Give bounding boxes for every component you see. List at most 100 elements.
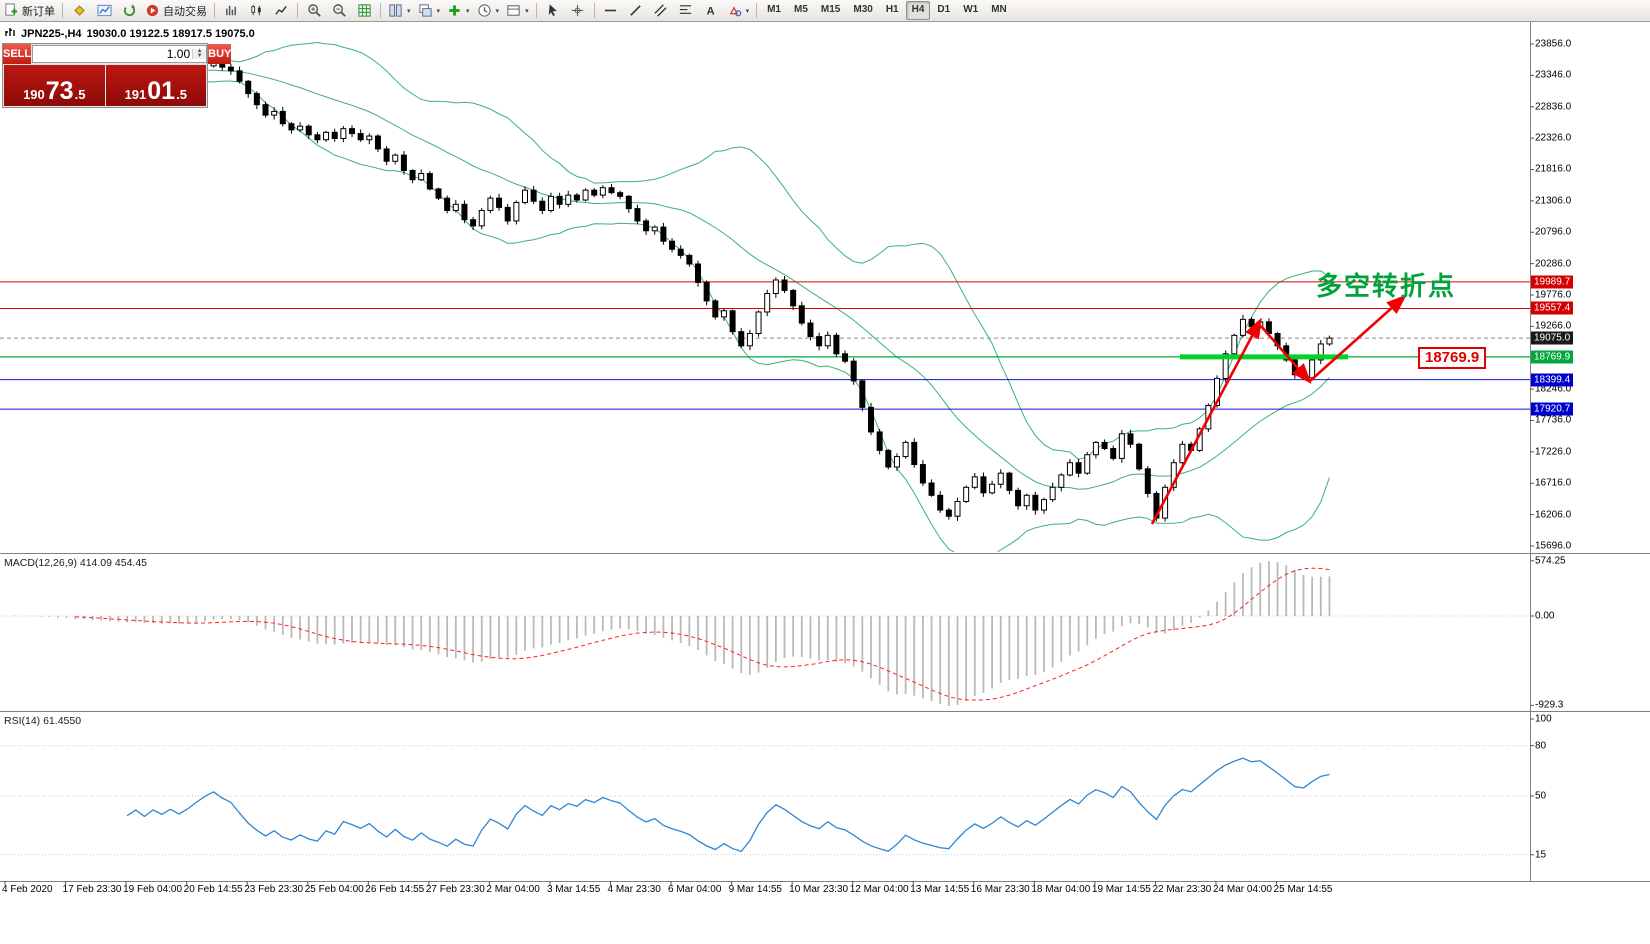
toolbar-separator bbox=[535, 3, 537, 18]
macd-axis-label: -929.3 bbox=[1535, 699, 1564, 711]
chevron-down-icon[interactable]: ▾ bbox=[407, 7, 411, 15]
timeframe-h4-button[interactable]: H4 bbox=[905, 1, 931, 20]
price-axis-badge: 17920.7 bbox=[1531, 402, 1574, 416]
macd-axis-label: 574.25 bbox=[1535, 555, 1566, 567]
auto-trading-icon bbox=[145, 3, 160, 18]
buy-price-big: 01 bbox=[147, 77, 176, 105]
trendline-button[interactable] bbox=[624, 1, 648, 21]
price-axis-label: 15696.0 bbox=[1535, 540, 1572, 552]
chart-ohlc-values: 19030.0 19122.5 18917.5 19075.0 bbox=[86, 27, 255, 40]
trendline-icon bbox=[628, 3, 643, 18]
new-order-icon bbox=[4, 3, 19, 18]
timeframe-h1-button[interactable]: H1 bbox=[885, 4, 899, 15]
price-axis-badge: 19989.7 bbox=[1531, 275, 1574, 289]
crosshair-button[interactable] bbox=[566, 1, 590, 21]
price-axis-label: 19266.0 bbox=[1535, 320, 1572, 332]
price-axis-label: 21816.0 bbox=[1535, 163, 1572, 175]
timeframe-mn-button[interactable]: MN bbox=[991, 4, 1007, 15]
time-axis-label: 25 Mar 14:55 bbox=[1273, 884, 1333, 895]
zoom-out-button[interactable] bbox=[327, 1, 351, 21]
toolbar: 新订单 自动交易 ▾ ▾ ▾ ▾ ▾ A ▾ M1 M5 M15 M30 H1 H4 D1 W1 MN bbox=[0, 0, 1650, 22]
indicators-button[interactable]: ▾ bbox=[444, 1, 473, 21]
fibonacci-button[interactable] bbox=[674, 1, 698, 21]
time-axis-label: 12 Mar 04:00 bbox=[849, 884, 909, 895]
chevron-down-icon[interactable]: ▾ bbox=[466, 7, 470, 15]
channel-button[interactable] bbox=[649, 1, 673, 21]
chevron-down-icon[interactable]: ▾ bbox=[495, 7, 500, 15]
price-axis-badge: 19075.0 bbox=[1531, 331, 1574, 345]
price-axis-label: 17736.0 bbox=[1535, 414, 1572, 426]
chart-line-icon bbox=[274, 3, 289, 18]
cursor-button[interactable] bbox=[541, 1, 565, 21]
text-button[interactable]: A bbox=[699, 1, 723, 21]
toolbar-separator bbox=[756, 3, 758, 18]
timeframe-d1-button[interactable]: D1 bbox=[937, 4, 951, 15]
price-axis-label: 19776.0 bbox=[1535, 289, 1572, 301]
new-order-button[interactable]: 新订单 bbox=[1, 1, 58, 21]
chart-candles-icon bbox=[249, 3, 264, 18]
sell-price-suffix: .5 bbox=[74, 87, 86, 102]
volume-down-icon[interactable]: ▼ bbox=[193, 53, 207, 59]
grid-button[interactable] bbox=[352, 1, 376, 21]
buy-button[interactable]: BUY bbox=[208, 44, 232, 64]
cursor-icon bbox=[545, 3, 560, 18]
new-order-button-label: 新订单 bbox=[22, 5, 55, 18]
tile-windows-button[interactable]: ▾ bbox=[385, 1, 414, 21]
toolbar-separator bbox=[62, 3, 63, 18]
chart-symbol-period: JPN225-,H4 bbox=[21, 27, 82, 40]
price-axis-label: 17226.0 bbox=[1535, 446, 1572, 458]
zoom-in-icon bbox=[307, 3, 322, 18]
time-axis-label: 26 Feb 14:55 bbox=[365, 884, 425, 895]
toolbar-separator bbox=[380, 3, 381, 18]
metaeditor-button[interactable] bbox=[67, 1, 91, 21]
time-axis-label: 2 Mar 04:00 bbox=[486, 884, 540, 895]
chart-bars-icon bbox=[224, 3, 239, 18]
crosshair-icon bbox=[570, 3, 585, 18]
volume-up-icon[interactable]: ▲ bbox=[193, 48, 207, 54]
auto-trading-button-label: 自动交易 bbox=[163, 5, 207, 18]
zoom-out-icon bbox=[332, 3, 347, 18]
chart-bars-button[interactable] bbox=[219, 1, 243, 21]
tile-windows-icon bbox=[388, 3, 403, 18]
chart-ohlc-info: JPN225-,H4 19030.0 19122.5 18917.5 19075… bbox=[4, 26, 255, 41]
price-axis-label: 20286.0 bbox=[1535, 258, 1572, 270]
templates-button[interactable]: ▾ bbox=[503, 1, 532, 21]
timeframe-m1-button[interactable]: M1 bbox=[767, 4, 781, 15]
market-watch-button[interactable] bbox=[92, 1, 116, 21]
price-axis-label: 16716.0 bbox=[1535, 477, 1572, 489]
volume-input[interactable] bbox=[33, 47, 193, 61]
sell-price-button[interactable]: 190 73.5 bbox=[4, 65, 105, 106]
time-axis-label: 20 Feb 14:55 bbox=[183, 884, 243, 895]
metaeditor-icon bbox=[72, 3, 87, 18]
rsi-axis-label: 15 bbox=[1535, 849, 1547, 861]
macd-axis-label: 0.00 bbox=[1535, 610, 1555, 622]
chevron-down-icon[interactable]: ▾ bbox=[436, 7, 441, 15]
auto-trading-button[interactable]: 自动交易 bbox=[142, 1, 210, 21]
timeframe-m15-button[interactable]: M15 bbox=[820, 4, 841, 15]
hline-button[interactable] bbox=[599, 1, 623, 21]
chart-line-button[interactable] bbox=[269, 1, 293, 21]
timeframe-w1-button[interactable]: W1 bbox=[963, 4, 979, 15]
market-watch-icon bbox=[96, 3, 112, 18]
refresh-button[interactable] bbox=[117, 1, 141, 21]
timeframe-m5-button[interactable]: M5 bbox=[794, 4, 808, 15]
chevron-down-icon[interactable]: ▾ bbox=[745, 7, 750, 15]
time-axis-label: 13 Mar 14:55 bbox=[910, 884, 970, 895]
cascade-windows-button[interactable]: ▾ bbox=[415, 1, 444, 21]
volume-stepper[interactable]: ▲ ▼ bbox=[192, 48, 207, 59]
time-axis-label: 9 Mar 14:55 bbox=[728, 884, 782, 895]
chart-candles-button[interactable] bbox=[244, 1, 268, 21]
chevron-down-icon[interactable]: ▾ bbox=[525, 7, 529, 15]
sell-button[interactable]: SELL bbox=[3, 44, 32, 64]
volume-field: ▲▼ bbox=[32, 45, 208, 63]
hline-icon bbox=[603, 3, 618, 18]
zoom-in-button[interactable] bbox=[302, 1, 326, 21]
arrows-button[interactable]: ▾ bbox=[724, 1, 753, 21]
time-axis-label: 18 Mar 04:00 bbox=[1031, 884, 1091, 895]
rsi-axis-label: 100 bbox=[1535, 713, 1552, 725]
buy-price-button[interactable]: 191 01.5 bbox=[105, 65, 206, 106]
periods-button[interactable]: ▾ bbox=[474, 1, 503, 21]
timeframe-m30-button[interactable]: M30 bbox=[853, 4, 873, 15]
